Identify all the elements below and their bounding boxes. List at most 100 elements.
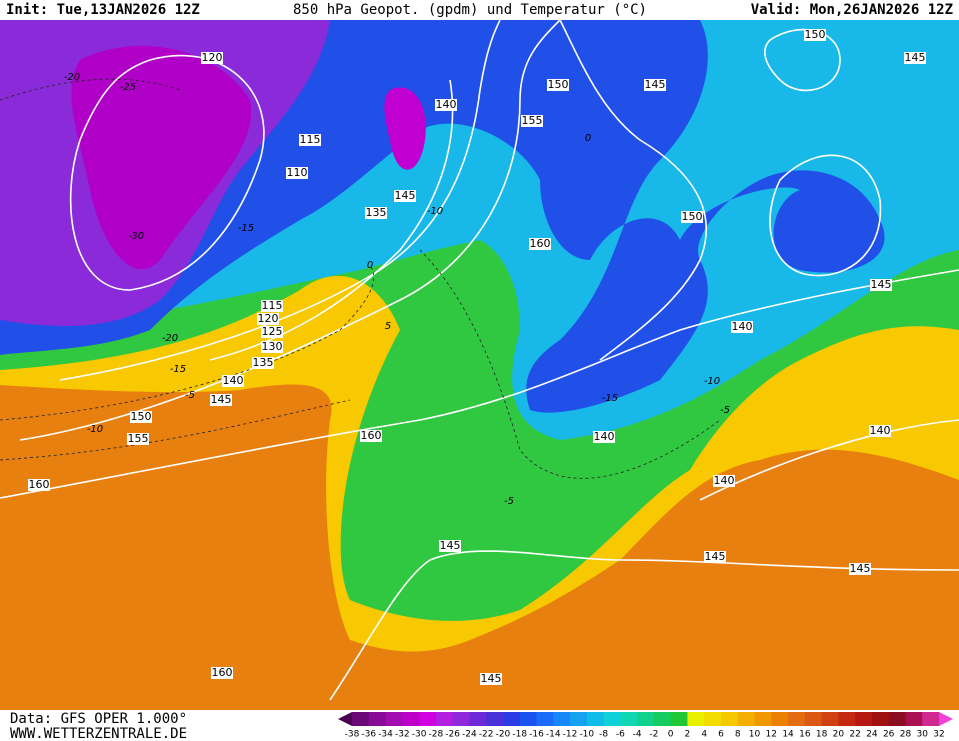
init-label: Init: Tue,13JAN2026 12Z bbox=[6, 2, 200, 18]
colorbar-swatch bbox=[603, 712, 621, 726]
colorbar-swatch bbox=[452, 712, 470, 726]
geopotential-label: 160 bbox=[361, 429, 382, 442]
geopotential-labels: 120 140 150 145 150 145 155 115 110 145 135 160 150 1… bbox=[28, 28, 926, 685]
colorbar-label: 26 bbox=[883, 730, 895, 740]
colorbar-label: 16 bbox=[799, 730, 811, 740]
colorbar-swatch bbox=[586, 712, 605, 726]
geopotential-label: 145 bbox=[211, 393, 232, 406]
colorbar-label: -30 bbox=[412, 730, 427, 740]
header-band bbox=[0, 0, 959, 20]
temperature-label: 0 bbox=[585, 133, 591, 144]
label-box bbox=[257, 313, 279, 325]
geopotential-label: 160 bbox=[212, 666, 233, 679]
core-field bbox=[384, 87, 426, 170]
colorbar-swatch bbox=[771, 712, 789, 726]
label-box bbox=[870, 279, 892, 291]
geopotential-label: 140 bbox=[732, 320, 753, 333]
label-box bbox=[904, 52, 926, 64]
geopotential-label: 145 bbox=[395, 189, 416, 202]
colorbar: -38 -36 -34 -32 -30 -28 -26 -24 -22 -20 -18 -16 -14-… bbox=[338, 712, 953, 740]
colorbar-label: -2 bbox=[649, 730, 658, 740]
colorbar-label: 20 bbox=[833, 730, 845, 740]
colorbar-swatch bbox=[435, 712, 454, 726]
colorbar-label: -36 bbox=[361, 730, 376, 740]
colorbar-swatch bbox=[788, 712, 806, 726]
colorbar-label: -14 bbox=[546, 730, 561, 740]
colorbar-label: 18 bbox=[816, 730, 828, 740]
geopotential-label: 150 bbox=[131, 410, 152, 423]
label-box bbox=[704, 551, 726, 563]
isotherm bbox=[0, 78, 181, 101]
isohypse bbox=[0, 269, 959, 499]
colorbar-swatch bbox=[855, 712, 873, 726]
label-box bbox=[849, 563, 871, 575]
geopotential-label: 135 bbox=[253, 356, 274, 369]
website: WWW.WETTERZENTRALE.DE bbox=[10, 726, 187, 741]
geopotential-label: 140 bbox=[436, 98, 457, 111]
colorbar-swatch bbox=[620, 712, 638, 726]
temperature-label: -25 bbox=[120, 82, 136, 93]
label-box bbox=[529, 238, 551, 250]
geopotential-label: 125 bbox=[262, 325, 283, 338]
label-box bbox=[252, 357, 274, 369]
colorbar-label: 10 bbox=[749, 730, 761, 740]
colorbar-swatch bbox=[536, 712, 554, 726]
label-box bbox=[261, 326, 283, 338]
temperature-label: 5 bbox=[385, 321, 391, 332]
isohypse bbox=[769, 154, 882, 277]
geopotential-label: 130 bbox=[262, 340, 283, 353]
colorbar-swatch bbox=[670, 712, 688, 726]
colorbar-swatch bbox=[905, 712, 923, 726]
label-box bbox=[261, 341, 283, 353]
isohypse bbox=[69, 54, 265, 291]
colorbar-swatch bbox=[352, 712, 370, 726]
temperature-label: -20 bbox=[64, 72, 80, 83]
isotherm bbox=[0, 264, 374, 421]
colorbar-swatch bbox=[687, 712, 705, 726]
colorbar-label: -38 bbox=[345, 730, 360, 740]
colorbar-label: 12 bbox=[766, 730, 777, 740]
colorbar-swatch bbox=[821, 712, 839, 726]
colorbar-swatch bbox=[838, 712, 856, 726]
colorbar-swatch bbox=[419, 712, 437, 726]
colorbar-swatch bbox=[737, 712, 756, 726]
temperature-label: 0 bbox=[367, 260, 373, 271]
label-box bbox=[360, 430, 382, 442]
colorbar-swatch bbox=[553, 712, 571, 726]
temperature-label: -10 bbox=[87, 424, 103, 435]
colorbar-label: -6 bbox=[616, 730, 625, 740]
label-box bbox=[435, 99, 457, 111]
label-box bbox=[521, 115, 543, 127]
temperature-label: -15 bbox=[602, 393, 618, 404]
label-box bbox=[593, 431, 615, 443]
temperature-label: -15 bbox=[170, 364, 186, 375]
label-box bbox=[439, 540, 461, 552]
core-field bbox=[71, 45, 252, 270]
colorbar-label: 4 bbox=[701, 730, 707, 740]
label-box bbox=[130, 411, 152, 423]
geopotential-label: 160 bbox=[530, 237, 551, 250]
colorbar-label: 30 bbox=[917, 730, 929, 740]
colorbar-label: 6 bbox=[718, 730, 724, 740]
isohypse bbox=[699, 419, 959, 501]
temperature-label: -20 bbox=[162, 333, 178, 344]
colorbar-swatch bbox=[570, 712, 588, 726]
colorbar-swatch bbox=[720, 712, 739, 726]
isotherm bbox=[0, 399, 351, 461]
label-box bbox=[394, 190, 416, 202]
colorbar-swatch bbox=[502, 712, 521, 726]
temperature-label: -10 bbox=[704, 376, 720, 387]
geopotential-label: 140 bbox=[223, 374, 244, 387]
colorbar-label: 0 bbox=[668, 730, 674, 740]
temperature-label: -5 bbox=[720, 405, 730, 416]
isohypse bbox=[59, 19, 501, 381]
geopotential-label: 140 bbox=[714, 474, 735, 487]
temperature-label: -30 bbox=[128, 231, 144, 242]
label-box bbox=[286, 167, 308, 179]
isotherm bbox=[419, 249, 721, 479]
colorbar-label: 2 bbox=[685, 730, 691, 740]
temperature-labels: -20 -25 -30 -20 -15 -10 -5 0 5 -15 -10 -5 -5 0 -10 -15 bbox=[64, 72, 730, 507]
geopotential-label: 150 bbox=[682, 210, 703, 223]
label-box bbox=[210, 394, 232, 406]
